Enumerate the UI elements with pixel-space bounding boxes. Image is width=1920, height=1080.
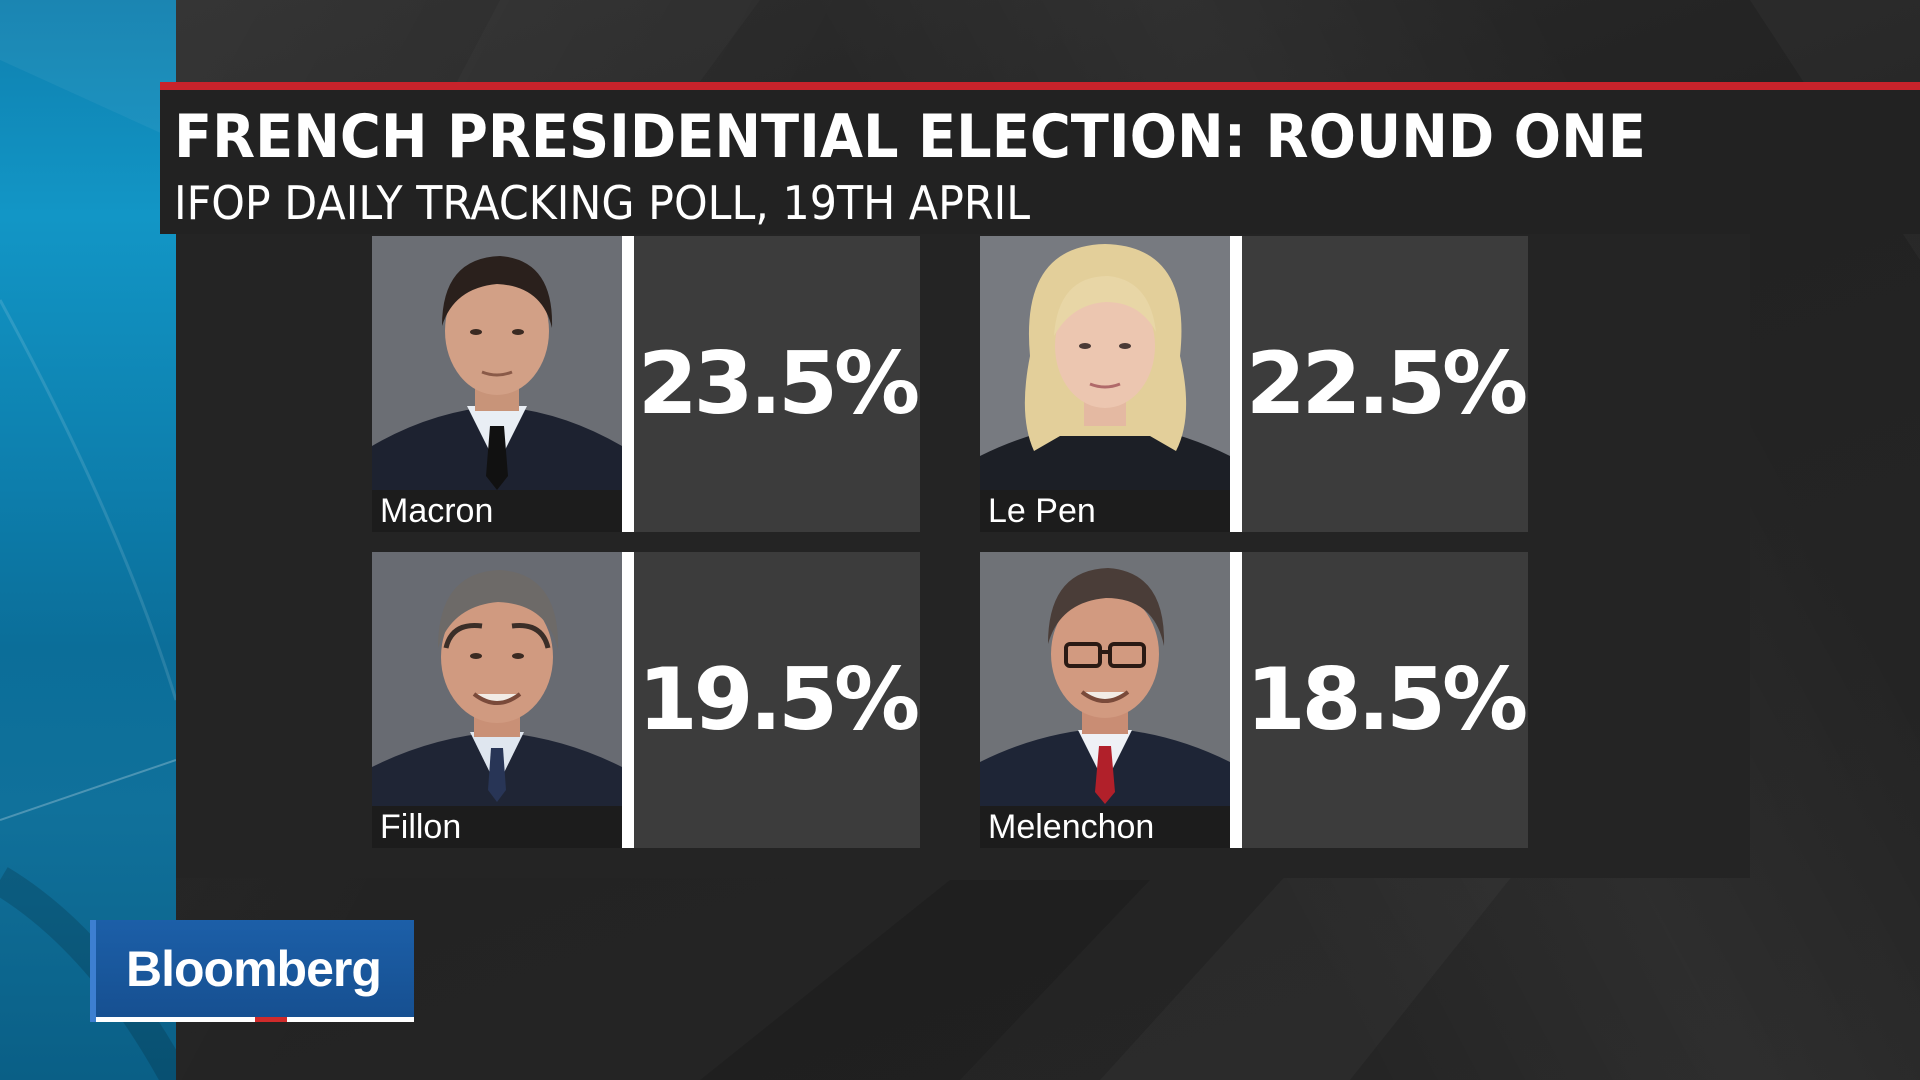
candidate-photo-fillon — [372, 552, 622, 848]
headline-banner: FRENCH PRESIDENTIAL ELECTION: ROUND ONE … — [160, 82, 1920, 234]
candidate-name-bar: Macron — [372, 490, 622, 532]
poll-value-box: 23.5% — [634, 236, 920, 532]
candidate-name: Macron — [380, 492, 494, 530]
poll-value: 19.5% — [637, 650, 920, 750]
candidate-card-macron: Macron 23.5% — [372, 236, 920, 532]
candidate-name: Le Pen — [988, 492, 1096, 530]
candidate-card-fillon: Fillon 19.5% — [372, 552, 920, 848]
logo-underline — [96, 1017, 414, 1022]
headline-title: FRENCH PRESIDENTIAL ELECTION: ROUND ONE — [174, 102, 1646, 172]
poll-value: 22.5% — [1245, 334, 1528, 434]
candidate-name-bar: Fillon — [372, 806, 622, 848]
logo-text: Bloomberg — [126, 941, 382, 997]
candidate-card-le-pen: Le Pen 22.5% — [980, 236, 1528, 532]
card-divider — [622, 236, 634, 532]
poll-value-box: 19.5% — [634, 552, 920, 848]
candidate-name-bar: Melenchon — [980, 806, 1230, 848]
candidate-name: Fillon — [380, 808, 462, 846]
poll-value: 23.5% — [637, 334, 920, 434]
poll-value-box: 18.5% — [1242, 552, 1528, 848]
card-divider — [1230, 552, 1242, 848]
blue-strip-texture — [0, 0, 176, 1080]
candidate-photo-macron — [372, 236, 622, 532]
candidate-card-melenchon: Melenchon 18.5% — [980, 552, 1528, 848]
candidate-photo-melenchon — [980, 552, 1230, 848]
candidate-photo-le-pen — [980, 236, 1230, 532]
bloomberg-logo: Bloomberg — [90, 920, 414, 1022]
headline-subtitle: IFOP DAILY TRACKING POLL, 19TH APRIL — [174, 176, 1031, 230]
poll-value-box: 22.5% — [1242, 236, 1528, 532]
candidate-name: Melenchon — [988, 808, 1155, 846]
poll-value: 18.5% — [1245, 650, 1528, 750]
background-blue-strip — [0, 0, 176, 1080]
candidate-name-bar: Le Pen — [980, 490, 1230, 532]
card-divider — [622, 552, 634, 848]
card-divider — [1230, 236, 1242, 532]
